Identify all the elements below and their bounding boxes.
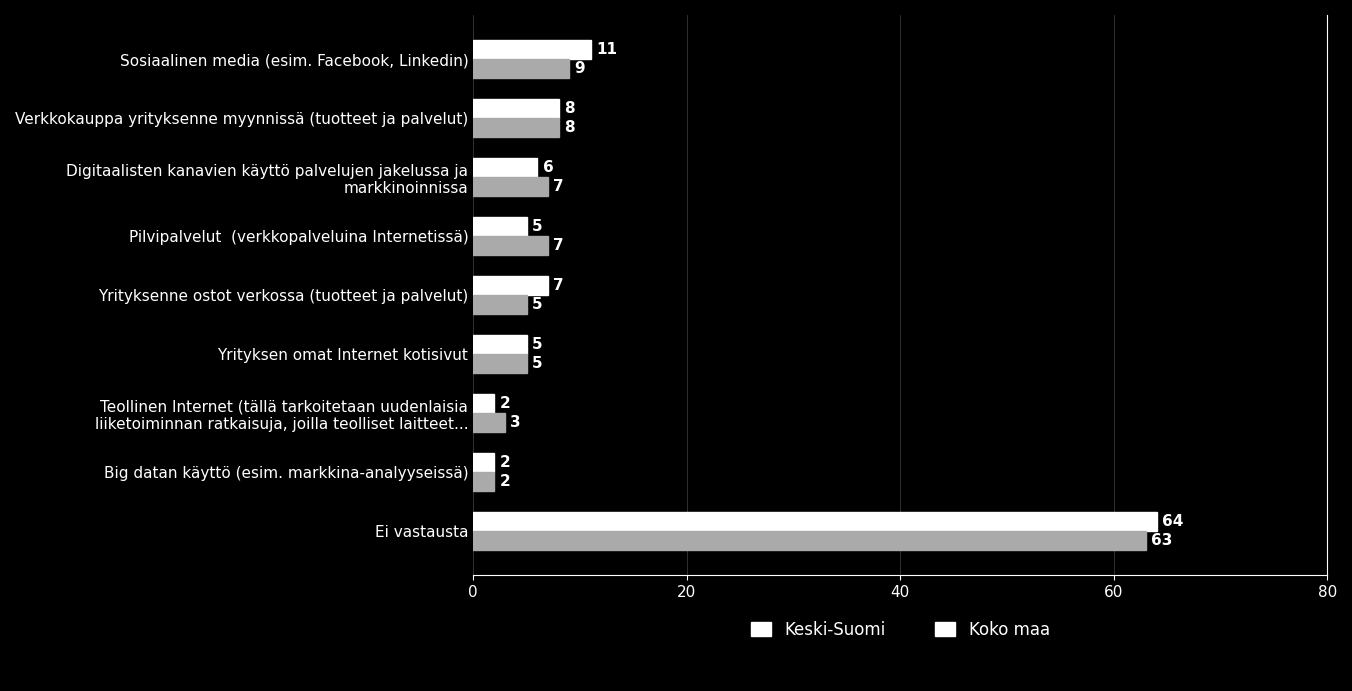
Bar	[473, 453, 495, 472]
Bar	[473, 118, 558, 137]
Text: 6: 6	[542, 160, 553, 176]
Bar	[473, 413, 506, 432]
Text: 64: 64	[1161, 514, 1183, 529]
Bar	[473, 59, 569, 78]
Bar	[473, 236, 548, 255]
Text: 8: 8	[564, 102, 575, 116]
Text: 8: 8	[564, 120, 575, 135]
Text: 7: 7	[553, 278, 564, 293]
Bar	[473, 41, 591, 59]
Text: 7: 7	[553, 179, 564, 194]
Text: 2: 2	[500, 455, 511, 470]
Bar	[473, 531, 1146, 550]
Bar	[473, 177, 548, 196]
Text: 63: 63	[1151, 533, 1172, 548]
Bar	[473, 100, 558, 118]
Text: 5: 5	[531, 219, 542, 234]
Bar	[473, 295, 526, 314]
Bar	[473, 394, 495, 413]
Text: 5: 5	[531, 337, 542, 352]
Text: 2: 2	[500, 474, 511, 489]
Bar	[473, 512, 1156, 531]
Bar	[473, 158, 537, 177]
Text: 11: 11	[596, 42, 617, 57]
Bar	[473, 472, 495, 491]
Text: 2: 2	[500, 396, 511, 411]
Text: 5: 5	[531, 297, 542, 312]
Bar	[473, 276, 548, 295]
Text: 9: 9	[575, 61, 585, 76]
Bar	[473, 335, 526, 354]
Bar	[473, 218, 526, 236]
Text: 5: 5	[531, 356, 542, 371]
Text: 3: 3	[511, 415, 521, 430]
Bar	[473, 354, 526, 373]
Text: 7: 7	[553, 238, 564, 253]
Legend: Keski-Suomi, Koko maa: Keski-Suomi, Koko maa	[744, 614, 1056, 645]
